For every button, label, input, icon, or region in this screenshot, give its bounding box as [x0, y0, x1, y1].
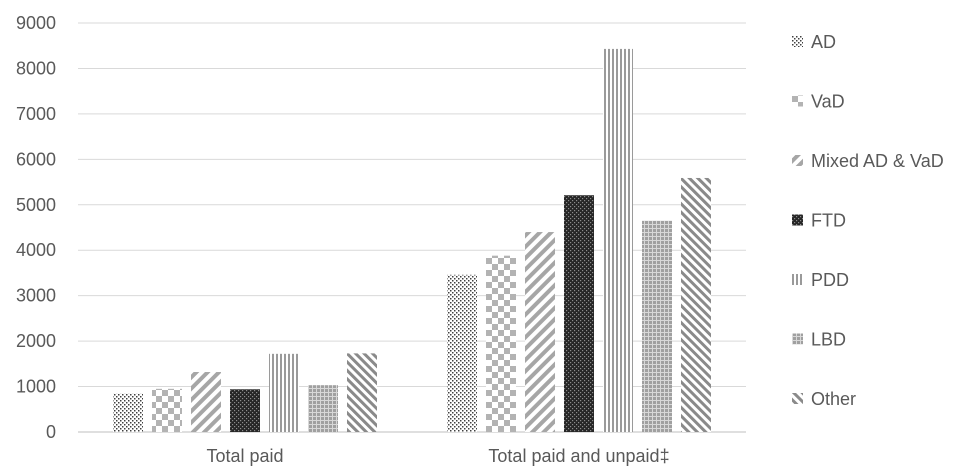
y-tick-label: 0 — [46, 422, 56, 442]
y-tick-label: 6000 — [16, 149, 56, 169]
legend-swatch — [792, 274, 803, 285]
legend-label: PDD — [811, 270, 849, 290]
x-category-label: Total paid and unpaid‡ — [488, 446, 669, 466]
y-tick-label: 3000 — [16, 286, 56, 306]
y-tick-label: 5000 — [16, 195, 56, 215]
bar-vad-2 — [486, 255, 516, 432]
y-tick-label: 8000 — [16, 58, 56, 78]
bars — [113, 48, 711, 433]
bar-lbd-2 — [642, 220, 672, 432]
legend-label: FTD — [811, 211, 846, 231]
legend-swatch — [792, 333, 803, 345]
bar-other-2 — [681, 177, 711, 432]
legend: AD VaD Mixed AD & VaD FTD PDD LBD Other — [792, 32, 944, 409]
legend-label: Mixed AD & VaD — [811, 151, 944, 171]
bar-mixed-ad-vad-1 — [191, 372, 221, 432]
bar-ftd-2 — [564, 195, 594, 432]
y-tick-label: 2000 — [16, 331, 56, 351]
bar-pdd-1 — [269, 353, 299, 432]
x-axis-category-labels: Total paid Total paid and unpaid‡ — [206, 446, 669, 466]
legend-swatch — [792, 95, 803, 107]
legend-label: VaD — [811, 92, 845, 112]
legend-swatch — [792, 155, 803, 166]
bar-vad-1 — [152, 388, 182, 432]
y-tick-label: 7000 — [16, 104, 56, 124]
bar-lbd-1 — [308, 385, 338, 432]
bar-mixed-ad-vad-2 — [525, 232, 555, 432]
bar-ftd-1 — [230, 389, 260, 432]
y-axis-tick-labels: 0 1000 2000 3000 4000 5000 6000 7000 8000 9000 — [16, 13, 56, 442]
legend-swatch — [792, 36, 803, 47]
y-tick-label: 4000 — [16, 240, 56, 260]
y-tick-label: 1000 — [16, 377, 56, 397]
legend-swatch — [792, 393, 803, 404]
gridlines — [78, 22, 746, 433]
legend-label: Other — [811, 389, 856, 409]
legend-label: LBD — [811, 330, 846, 350]
legend-swatch — [792, 214, 803, 226]
bar-other-1 — [347, 353, 377, 432]
x-category-label: Total paid — [206, 446, 283, 466]
bar-ad-1 — [113, 393, 143, 432]
y-tick-label: 9000 — [16, 13, 56, 33]
legend-label: AD — [811, 32, 836, 52]
bar-pdd-2 — [603, 48, 633, 433]
bar-ad-2 — [447, 274, 477, 432]
